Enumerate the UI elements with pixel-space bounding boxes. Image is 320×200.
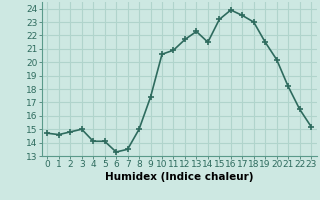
X-axis label: Humidex (Indice chaleur): Humidex (Indice chaleur) xyxy=(105,172,253,182)
